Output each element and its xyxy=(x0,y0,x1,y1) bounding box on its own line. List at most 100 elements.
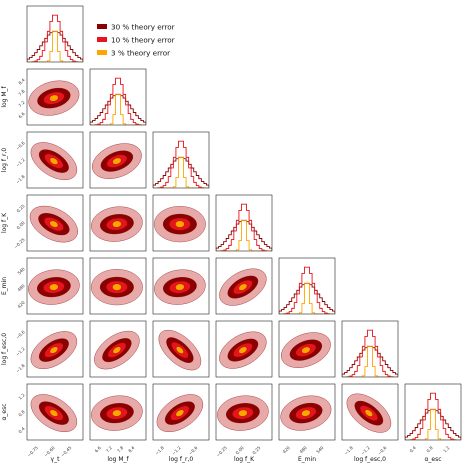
panel-2-1 xyxy=(89,131,147,189)
x-tick-label-3-1: 0.00 xyxy=(235,445,245,455)
y-tick-label-3-0: −0.25 xyxy=(13,237,26,250)
y-tick-label-4-2: 540 xyxy=(17,266,26,275)
y-axis-label-2: log f_r,0 xyxy=(1,148,8,173)
panel-frame-6-5 xyxy=(341,383,399,441)
histogram-0-0 xyxy=(27,30,83,62)
panel-2-2 xyxy=(152,131,210,189)
histogram-1-1 xyxy=(90,77,146,125)
contour-core-5-0 xyxy=(49,346,59,354)
panel-frame-6-2 xyxy=(152,383,210,441)
histogram-2-1 xyxy=(153,140,209,188)
panel-frame-6-4 xyxy=(278,383,336,441)
panel-frame-5-3 xyxy=(215,320,273,378)
histogram-4-2 xyxy=(279,283,335,314)
histogram-5-0 xyxy=(342,345,398,377)
panel-frame-5-1 xyxy=(89,320,147,378)
y-tick-label-6-2: 1.2 xyxy=(17,392,25,400)
panel-3-1 xyxy=(89,194,147,252)
panel-frame-4-2 xyxy=(152,257,210,315)
x-tick-label-6-2: 1.2 xyxy=(442,445,450,453)
panel-5-2 xyxy=(152,320,210,378)
panel-frame-5-5 xyxy=(341,320,399,378)
x-tick-label-1-3: 8.4 xyxy=(127,445,135,453)
y-axis-label-1: log M_f xyxy=(1,85,8,107)
x-axis-label-1: log M_f xyxy=(107,456,129,463)
histogram-4-0 xyxy=(279,282,335,314)
contour-core-4-1 xyxy=(112,283,122,291)
contour-core-6-5 xyxy=(364,409,373,417)
y-tick-label-4-1: 480 xyxy=(17,283,26,292)
panel-4-2 xyxy=(152,257,210,315)
contour-core-6-3 xyxy=(238,409,248,417)
panel-frame-4-0 xyxy=(26,257,84,315)
y-tick-label-6-1: 0.8 xyxy=(17,409,25,417)
panel-2-0: −1.8 −1.2 −0.6 log f_r,0 xyxy=(1,131,84,189)
histogram-6-0 xyxy=(405,408,461,440)
x-tick-label-4-1: 480 xyxy=(299,445,308,454)
x-tick-label-1-2: 7.8 xyxy=(116,445,124,453)
x-tick-label-5-0: −1.8 xyxy=(343,445,354,456)
legend-label-0: 30 % theory error xyxy=(111,23,175,32)
x-axis-label-4: E_min xyxy=(298,456,316,463)
panel-6-0: −0.75 −0.60 −0.45γ_t0.40.81.2α_esc xyxy=(1,383,84,463)
panel-frame-6-0 xyxy=(26,383,84,441)
x-tick-label-3-2: 0.25 xyxy=(251,445,261,455)
x-axis-label-6: α_esc xyxy=(424,456,441,463)
panel-6-4: 420 480 540 E_min xyxy=(278,383,336,463)
contour-core-1-0 xyxy=(49,94,59,102)
contour-core-6-0 xyxy=(49,409,59,417)
y-tick-label-3-2: 0.25 xyxy=(16,203,26,213)
x-tick-label-5-1: −1.2 xyxy=(360,445,371,456)
y-tick-label-2-1: −1.2 xyxy=(15,157,26,168)
panel-frame-4-1 xyxy=(89,257,147,315)
panel-frame-1-1 xyxy=(89,68,147,126)
panel-5-3 xyxy=(215,320,273,378)
x-tick-label-4-0: 420 xyxy=(282,445,291,454)
panel-3-2 xyxy=(152,194,210,252)
y-tick-label-2-2: −0.6 xyxy=(15,140,26,151)
histogram-6-2 xyxy=(405,409,461,440)
y-tick-label-1-1: 7.2 xyxy=(17,100,25,108)
x-tick-label-2-0: −1.8 xyxy=(154,445,165,456)
contour-core-6-4 xyxy=(301,409,311,417)
contour-core-3-0 xyxy=(49,220,59,228)
histogram-3-0 xyxy=(216,219,272,251)
panel-6-6: 0.4 0.8 1.2α_esc xyxy=(404,383,462,463)
x-tick-label-5-2: −0.6 xyxy=(377,445,388,456)
histogram-0-1 xyxy=(27,14,83,62)
panel-frame-3-0 xyxy=(26,194,84,252)
contour-core-6-1 xyxy=(112,409,122,417)
y-axis-label-3: log f_K xyxy=(1,212,8,233)
panel-frame-0-0 xyxy=(26,5,84,63)
legend-label-1: 10 % theory error xyxy=(111,36,175,45)
panel-frame-6-1 xyxy=(89,383,147,441)
x-tick-label-4-2: 540 xyxy=(315,445,324,454)
contour-core-2-1 xyxy=(112,157,122,165)
panel-1-1 xyxy=(89,68,147,126)
panel-frame-3-2 xyxy=(152,194,210,252)
legend-swatch-2 xyxy=(97,50,107,55)
contour-core-4-2 xyxy=(175,283,185,291)
panel-6-1: 6.6 7.2 7.8 8.4 log M_f xyxy=(89,383,147,463)
histogram-6-1 xyxy=(405,392,461,440)
x-tick-label-0-2: −0.45 xyxy=(60,445,73,458)
y-tick-label-3-1: 0.00 xyxy=(16,220,26,230)
y-tick-label-1-3: 8.4 xyxy=(17,77,25,85)
panel-5-4 xyxy=(278,320,336,378)
y-tick-label-1-0: 6.6 xyxy=(17,111,25,119)
panel-frame-4-3 xyxy=(215,257,273,315)
panel-4-1 xyxy=(89,257,147,315)
x-tick-label-3-0: −0.25 xyxy=(215,445,228,458)
histogram-3-2 xyxy=(216,220,272,251)
y-axis-label-4: E_min xyxy=(1,277,8,295)
histogram-1-2 xyxy=(90,94,146,125)
y-axis-label-6: α_esc xyxy=(1,403,8,420)
contour-core-4-3 xyxy=(238,283,248,291)
panel-frame-3-1 xyxy=(89,194,147,252)
x-tick-label-6-0: 0.4 xyxy=(409,445,417,453)
legend-swatch-1 xyxy=(97,37,107,42)
panel-0-0 xyxy=(26,5,84,63)
histogram-3-1 xyxy=(216,203,272,251)
